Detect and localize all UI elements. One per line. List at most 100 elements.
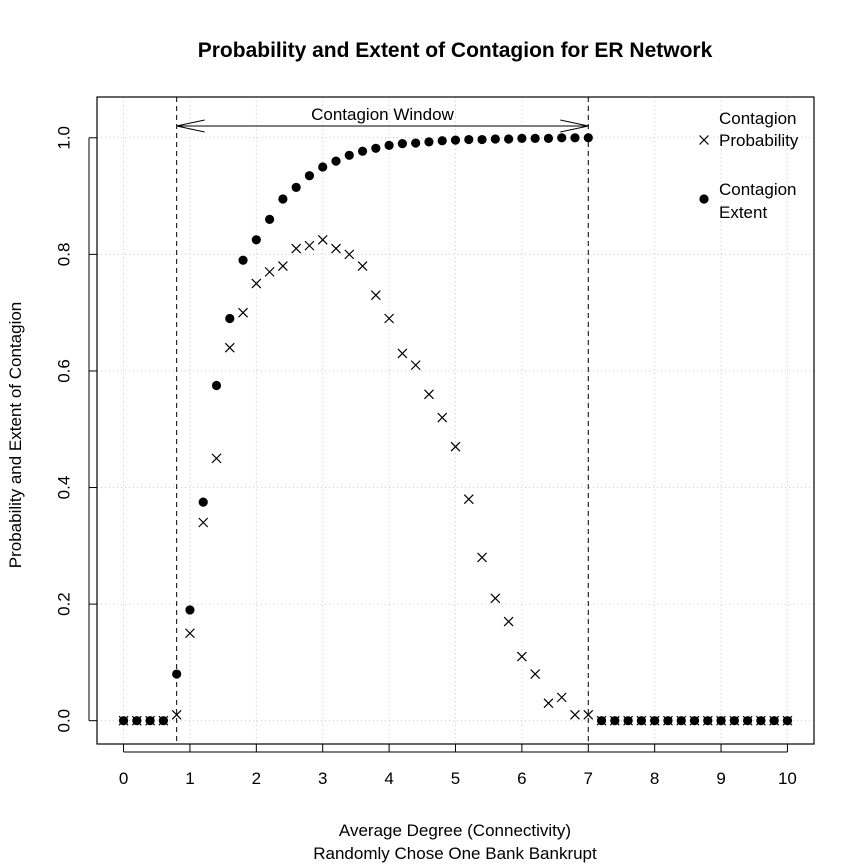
extent-point: [437, 136, 447, 146]
legend-extent-marker: [699, 194, 709, 204]
y-tick-label: 0.4: [54, 476, 73, 500]
x-marker-stroke: [238, 307, 248, 318]
probability-point: [742, 715, 753, 726]
legend-probability-marker: [699, 135, 709, 145]
probability-point: [118, 715, 129, 726]
x-tick-label: 1: [185, 769, 194, 788]
probability-point: [397, 348, 408, 359]
x-marker-stroke: [344, 249, 355, 260]
x-marker-stroke: [596, 715, 607, 726]
extent-point: [318, 162, 328, 172]
extent-point: [371, 143, 381, 153]
x-marker-stroke: [198, 517, 209, 528]
x-marker-stroke: [264, 266, 275, 277]
extent-point: [530, 133, 540, 143]
x-marker-stroke: [583, 709, 594, 720]
probability-point: [516, 651, 527, 662]
probability-point: [583, 709, 594, 720]
probability-point: [185, 628, 195, 639]
x-marker-stroke: [755, 715, 766, 726]
probability-point: [410, 360, 421, 371]
x-marker-stroke: [317, 234, 328, 245]
y-axis-label: Probability and Extent of Contagion: [6, 302, 25, 569]
probability-point: [238, 307, 248, 318]
probability-point: [689, 715, 700, 726]
extent-point: [384, 140, 394, 150]
probability-point: [570, 709, 580, 720]
extent-point: [583, 133, 593, 143]
x-marker-stroke: [277, 261, 288, 271]
extent-point: [198, 497, 208, 507]
data-points: [118, 133, 793, 726]
x-tick-label: 6: [517, 769, 526, 788]
x-tick-label: 0: [119, 769, 128, 788]
probability-point: [424, 389, 434, 400]
x-marker-stroke: [304, 240, 315, 251]
extent-point: [278, 194, 288, 204]
extent-point: [517, 133, 527, 143]
extent-point: [291, 182, 301, 192]
x-marker-stroke: [291, 243, 302, 254]
x-tick-label: 9: [716, 769, 725, 788]
probability-point: [357, 261, 368, 271]
x-tick-label: 10: [778, 769, 797, 788]
x-tick-label: 4: [384, 769, 393, 788]
probability-point: [304, 240, 315, 251]
x-marker-stroke: [131, 715, 142, 726]
x-axis-label: Average Degree (Connectivity): [339, 821, 571, 840]
y-tick-label: 1.0: [54, 126, 73, 150]
probability-point: [477, 552, 487, 563]
x-marker-stroke: [676, 715, 687, 726]
x-marker-stroke: [477, 552, 487, 563]
x-marker-stroke: [224, 342, 235, 353]
extent-point: [304, 171, 315, 181]
probability-point: [277, 261, 288, 271]
x-marker-stroke: [171, 709, 182, 720]
x-marker-stroke: [397, 348, 408, 359]
x-marker-stroke: [636, 715, 647, 726]
probability-point: [344, 249, 355, 260]
x-marker-stroke: [503, 616, 514, 627]
probability-point: [636, 715, 647, 726]
x-marker-stroke: [410, 360, 421, 371]
extent-point: [477, 134, 487, 145]
x-tick-label: 7: [584, 769, 593, 788]
x-marker-stroke: [609, 715, 620, 726]
probability-point: [264, 266, 275, 277]
probability-point: [556, 692, 567, 703]
window-arrow-right: [560, 119, 589, 133]
contagion-window: Contagion Window: [176, 97, 589, 744]
x-marker-stroke: [729, 715, 740, 726]
window-label: Contagion Window: [311, 105, 454, 124]
extent-point: [490, 134, 500, 144]
extent-point: [464, 134, 474, 145]
extent-point: [450, 135, 461, 145]
legend: Contagion Probability Contagion Extent: [699, 109, 799, 222]
extent-point: [411, 138, 421, 148]
probability-point: [623, 715, 634, 726]
window-arrow-left: [176, 119, 205, 133]
x-tick-label: 8: [650, 769, 659, 788]
probability-point: [609, 715, 620, 726]
extent-point: [397, 139, 407, 149]
extent-point: [543, 133, 554, 143]
probability-point: [158, 715, 169, 726]
extent-point: [225, 313, 235, 324]
probability-point: [530, 669, 541, 679]
probability-point: [450, 441, 461, 452]
x-axis: 0 1 2 3 4 5 6 7 8 9 10: [119, 744, 797, 788]
probability-point: [663, 715, 673, 726]
probability-point: [503, 616, 514, 627]
y-tick-label: 0.0: [54, 709, 73, 733]
grid: [97, 97, 814, 744]
x-marker-stroke: [185, 628, 195, 639]
probability-point: [370, 290, 381, 301]
x-marker-stroke: [689, 715, 700, 726]
x-tick-label: 2: [252, 769, 261, 788]
x-marker-stroke: [516, 651, 527, 662]
x-marker-stroke: [530, 669, 541, 679]
extent-point: [344, 150, 354, 160]
x-marker-stroke: [424, 389, 434, 400]
probability-point: [291, 243, 302, 254]
